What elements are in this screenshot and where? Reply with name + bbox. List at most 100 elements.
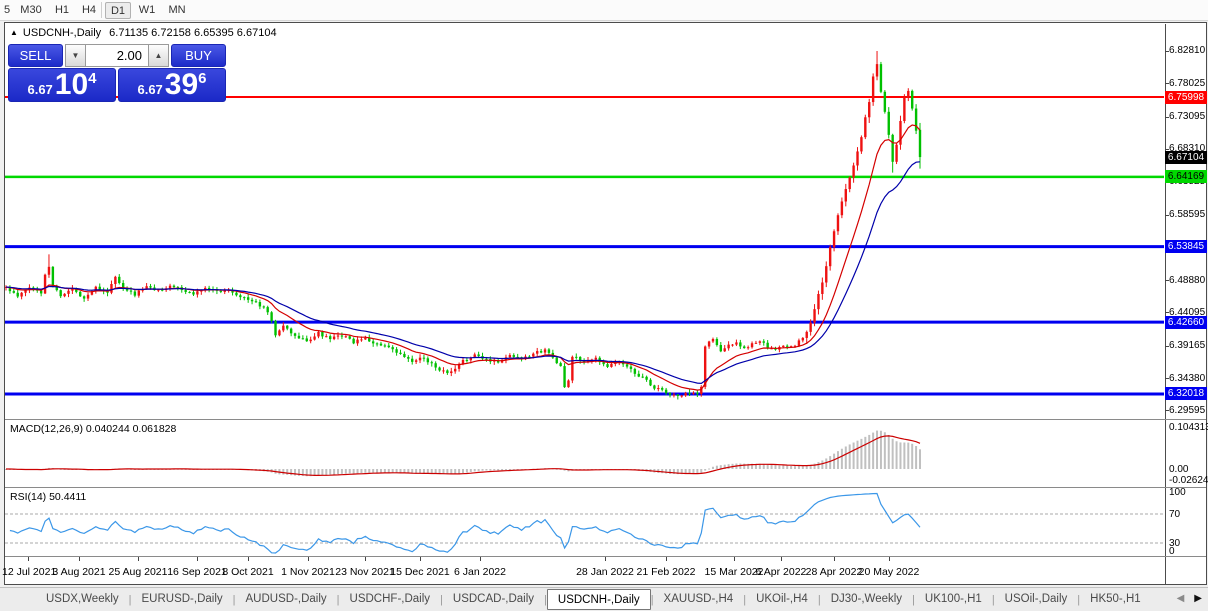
date-tickmark	[248, 557, 249, 561]
chart-tab-usdx-weekly[interactable]: USDX,Weekly	[46, 593, 119, 605]
panel-separator[interactable]	[5, 419, 1206, 420]
toolbar-separator	[101, 2, 102, 18]
chart-tab-uk100-h1[interactable]: UK100-,H1	[924, 593, 982, 605]
tab-separator: |	[912, 593, 915, 606]
date-label: 8 Oct 2021	[222, 566, 274, 578]
timeframe-button-D1[interactable]: D1	[105, 2, 131, 19]
rsi-label: RSI(14) 50.4411	[10, 491, 87, 503]
sell-price-big: 10	[54, 68, 89, 101]
date-label: 6 Apr 2022	[755, 566, 807, 578]
chart-tab-eurusd-daily[interactable]: EURUSD-,Daily	[141, 593, 223, 605]
tab-separator: |	[336, 593, 340, 606]
timeframe-button-W1[interactable]: W1	[138, 4, 156, 16]
date-tickmark	[605, 557, 606, 561]
macd-label: MACD(12,26,9) 0.040244 0.061828	[10, 423, 177, 435]
price-tag: 6.67104	[1165, 150, 1207, 164]
buy-price-big: 39	[164, 68, 199, 101]
chart-tab-usoil-daily[interactable]: USOil-,Daily	[1004, 593, 1068, 605]
price-tag: 6.42660	[1165, 315, 1207, 329]
rsi-line	[9, 492, 921, 554]
price-axis-tick: 6.58595	[1169, 209, 1206, 221]
tab-separator: |	[817, 593, 821, 606]
chart-tab-ukoil-h4[interactable]: UKOil-,H4	[756, 593, 808, 605]
sell-price-prefix: 6.67	[27, 82, 53, 97]
price-tag: 6.75998	[1165, 90, 1207, 104]
rsi-axis-tick: 0	[1169, 546, 1175, 557]
date-tickmark	[480, 557, 481, 561]
date-tickmark	[79, 557, 80, 561]
price-tag: 6.64169	[1165, 170, 1207, 184]
chart-symbol-period: USDCNH-,Daily	[22, 27, 102, 39]
date-label: 25 Aug 2021	[108, 566, 168, 578]
macd-axis-tick: 0.104313	[1169, 422, 1208, 434]
price-axis-tick: 6.68310	[1169, 143, 1206, 155]
date-label: 1 Nov 2021	[281, 566, 335, 578]
chart-tab-xauusd-h4[interactable]: XAUUSD-,H4	[663, 593, 734, 605]
timeframe-button-H1[interactable]: H1	[54, 4, 70, 16]
date-tickmark	[420, 557, 421, 561]
price-axis-tickmark	[1165, 148, 1169, 150]
timeframe-button-H4[interactable]: H4	[81, 4, 97, 16]
price-axis-tickmark	[1165, 378, 1169, 380]
price-axis-tick: 6.34380	[1169, 372, 1206, 384]
price-axis-tickmark	[1165, 345, 1169, 347]
rsi-indicator-panel[interactable]	[5, 488, 1164, 556]
date-label: 3 Aug 2021	[52, 566, 106, 578]
rsi-axis-tick: 30	[1169, 538, 1181, 549]
price-axis-tickmark	[1165, 116, 1169, 118]
moving-average-fast	[5, 124, 921, 391]
macd-indicator-panel[interactable]	[5, 420, 1164, 487]
price-axis-tickmark	[1165, 83, 1169, 85]
price-axis-tickmark	[1165, 50, 1169, 52]
chart-tab-usdchf-daily[interactable]: USDCHF-,Daily	[349, 593, 431, 605]
buy-price-prefix: 6.67	[137, 82, 163, 97]
chart-tab-dj30-weekly[interactable]: DJ30-,Weekly	[830, 593, 903, 605]
tab-separator: |	[128, 593, 132, 606]
price-axis-tick: 6.39165	[1169, 340, 1206, 352]
price-tag: 6.32018	[1165, 387, 1207, 401]
buy-price-display[interactable]: 6.67 39 6	[118, 68, 226, 102]
buy-button[interactable]: BUY	[171, 44, 226, 67]
buy-price-pip: 6	[198, 70, 207, 87]
timeframe-button-5[interactable]: 5	[3, 4, 11, 16]
date-label: 28 Apr 2022	[805, 566, 863, 578]
rsi-axis-tick: 100	[1169, 487, 1186, 499]
date-label: 20 May 2022	[858, 566, 920, 578]
date-label: 28 Jan 2022	[576, 566, 634, 578]
price-axis-tick: 6.78025	[1169, 77, 1206, 89]
chart-title: ▲ USDCNH-,Daily 6.71135 6.72158 6.65395 6.…	[10, 27, 277, 39]
date-label: 23 Nov 2021	[335, 566, 395, 578]
date-label: 15 Mar 2022	[704, 566, 764, 578]
date-label: 16 Sep 2021	[167, 566, 227, 578]
panel-separator[interactable]	[5, 487, 1206, 488]
sell-price-pip: 4	[88, 70, 97, 87]
rsi-axis-tick: 70	[1169, 509, 1181, 520]
tab-separator: |	[440, 593, 443, 606]
sell-button[interactable]: SELL	[8, 44, 63, 67]
panel-separator	[5, 556, 1206, 557]
date-tickmark	[834, 557, 835, 561]
tab-separator: |	[991, 593, 995, 606]
date-label: 6 Jan 2022	[454, 566, 506, 578]
moving-average-slow	[5, 161, 921, 385]
tab-scroll-left-icon[interactable]: ◀	[1176, 593, 1185, 604]
timeframe-button-MN[interactable]: MN	[168, 4, 186, 16]
tab-separator: |	[544, 593, 547, 606]
price-axis-tick: 6.82810	[1169, 45, 1206, 57]
chart-tab-usdcnh-daily[interactable]: USDCNH-,Daily	[546, 589, 651, 610]
chart-tab-audusd-daily[interactable]: AUDUSD-,Daily	[245, 593, 327, 605]
collapse-triangle-icon[interactable]: ▲	[10, 28, 18, 37]
volume-decrease-button[interactable]: ▼	[65, 44, 86, 67]
price-axis-tick: 6.48880	[1169, 274, 1206, 286]
timeframe-toolbar: 5 M30 H1 H4 D1 W1 MN	[0, 0, 1208, 21]
tab-scroll-right-icon[interactable]: ▶	[1194, 593, 1202, 604]
tab-scroll-arrows: ◀ ▶	[1177, 593, 1202, 604]
chart-tab-hk50-h1[interactable]: HK50-,H1	[1090, 593, 1141, 605]
volume-increase-button[interactable]: ▲	[148, 44, 169, 67]
timeframe-button-M30[interactable]: M30	[20, 4, 42, 16]
chart-tab-usdcad-daily[interactable]: USDCAD-,Daily	[452, 593, 535, 605]
sell-price-display[interactable]: 6.67 10 4	[8, 68, 116, 102]
volume-input[interactable]	[86, 44, 148, 67]
volume-stepper: ▼ ▲	[65, 44, 169, 67]
date-tickmark	[666, 557, 667, 561]
